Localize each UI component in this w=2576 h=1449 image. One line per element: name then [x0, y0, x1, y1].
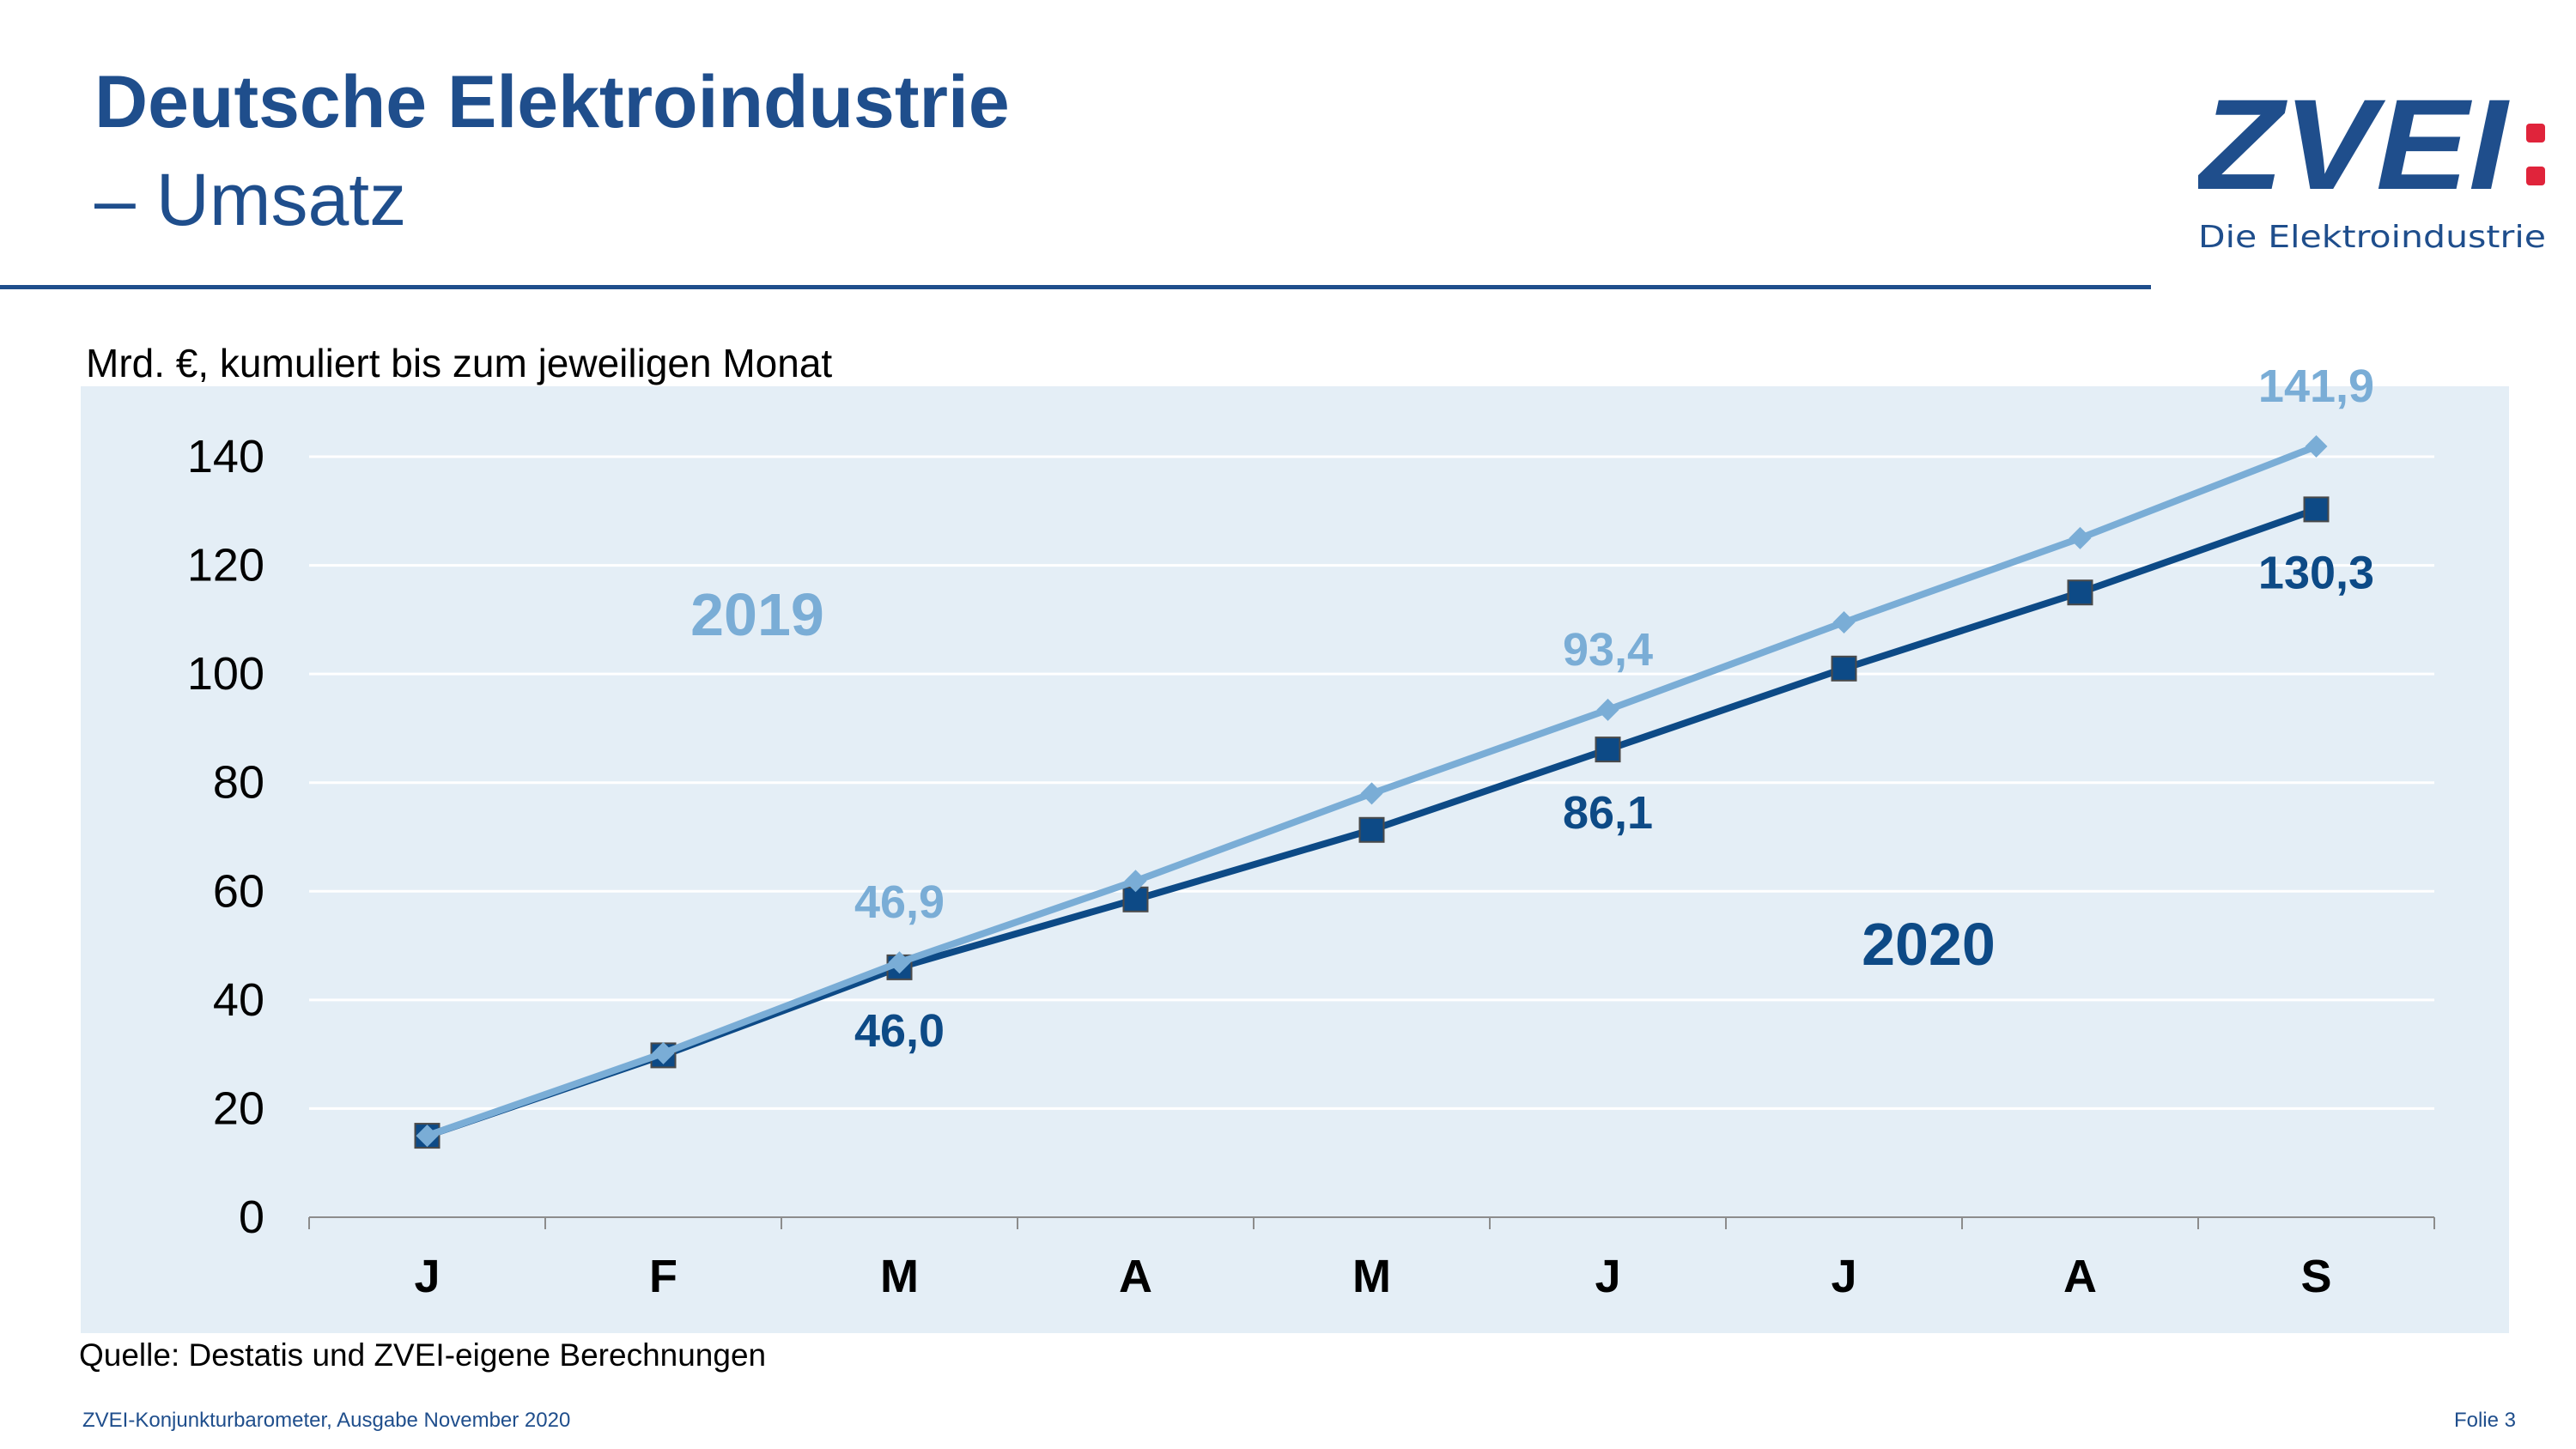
data-point-2020 [1831, 655, 1857, 682]
data-point-2019 [2069, 526, 2092, 549]
series [414, 434, 2330, 1149]
data-point-2020 [2067, 579, 2093, 606]
gridlines [309, 455, 2434, 1110]
x-tick-label: J [414, 1251, 440, 1302]
data-labels: 46,9 93,4 141,9 46,0 86,1 130,3 2019 2020 [690, 361, 2374, 1057]
x-tick-label: J [1831, 1251, 1856, 1302]
axes: 0 20 40 60 80 100 120 140 J F M A M J J A S [187, 431, 2435, 1302]
y-tick-label: 0 [239, 1191, 264, 1243]
data-label-2019: 46,9 [854, 876, 945, 928]
data-point-2019 [1832, 611, 1856, 634]
y-tick-label: 40 [213, 974, 264, 1026]
page-subtitle: – Umsatz [94, 159, 407, 241]
y-tick-label: 100 [187, 648, 264, 700]
chart-background [81, 386, 2509, 1333]
data-point-2019 [1124, 870, 1147, 893]
data-point-2019 [1360, 782, 1383, 805]
x-tick-label: F [649, 1251, 677, 1302]
data-label-2019: 141,9 [2258, 361, 2374, 412]
y-tick-label: 140 [187, 431, 264, 482]
x-tick-label: S [2300, 1251, 2331, 1302]
footer-publication: ZVEI-Konjunkturbarometer, Ausgabe Novemb… [82, 1409, 571, 1432]
data-point-2020 [1595, 737, 1621, 763]
y-tick-label: 120 [187, 540, 264, 591]
data-label-2020: 130,3 [2258, 547, 2374, 598]
logo-tagline: Die Elektroindustrie [2198, 220, 2546, 255]
logo-dot-bottom [2526, 167, 2545, 185]
header-divider [0, 285, 2151, 289]
data-label-2020: 86,1 [1563, 787, 1653, 839]
x-tick-label: A [1119, 1251, 1152, 1302]
data-point-2019 [888, 951, 911, 974]
logo-dot-top [2526, 124, 2545, 142]
series-name-2019: 2019 [690, 581, 824, 648]
chart-unit-label: Mrd. €, kumuliert bis zum jeweiligen Mon… [86, 341, 833, 385]
data-point-2019 [652, 1041, 675, 1064]
x-tick-label: A [2063, 1251, 2097, 1302]
data-point-2019 [1596, 698, 1619, 721]
zvei-logo: ZVEI Die Elektroindustrie [2198, 79, 2546, 255]
data-point-2020 [2303, 496, 2330, 523]
data-point-2019 [2305, 434, 2328, 458]
data-label-2020: 46,0 [854, 1005, 945, 1057]
series-name-2020: 2020 [1862, 911, 1996, 978]
x-tick-label: J [1595, 1251, 1620, 1302]
source-note: Quelle: Destatis und ZVEI-eigene Berechn… [79, 1337, 767, 1373]
footer-slide-number: Folie 3 [2453, 1409, 2516, 1432]
data-point-2020 [1358, 816, 1385, 843]
x-tick-label: M [1352, 1251, 1391, 1302]
y-tick-label: 80 [213, 757, 264, 809]
y-tick-label: 20 [213, 1082, 264, 1134]
logo-wordmark: ZVEI [2198, 79, 2511, 216]
data-label-2019: 93,4 [1563, 624, 1653, 676]
page-title: Deutsche Elektroindustrie [94, 61, 1010, 143]
y-tick-label: 60 [213, 865, 264, 917]
x-tick-label: M [880, 1251, 919, 1302]
data-point-2019 [416, 1125, 439, 1148]
